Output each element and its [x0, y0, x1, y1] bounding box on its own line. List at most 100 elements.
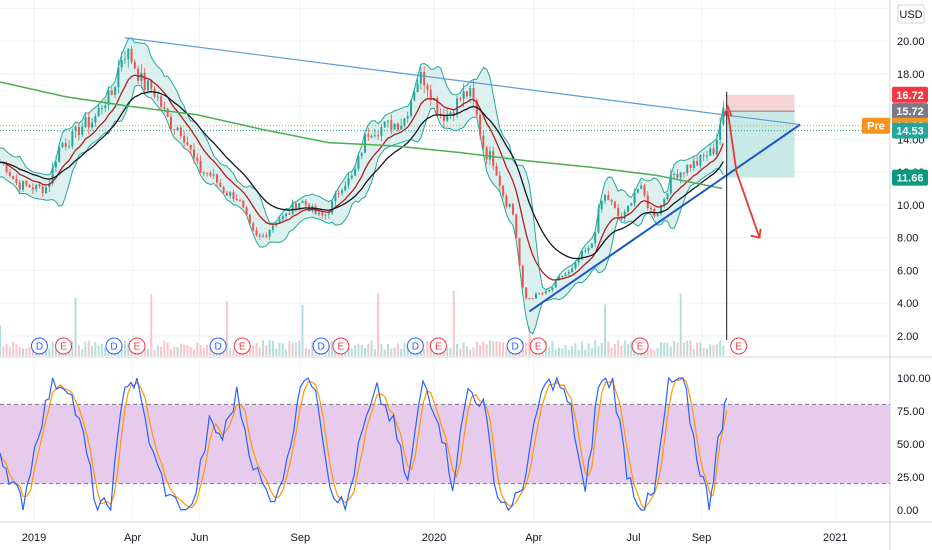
event-label: E: [338, 342, 345, 353]
arrow-peak[interactable]: [723, 104, 733, 117]
time-tick-label: Apr: [124, 532, 141, 544]
candle-body: [186, 142, 189, 145]
earnings-marker[interactable]: E: [730, 337, 748, 355]
volume-bar: [304, 347, 307, 356]
dividend-marker[interactable]: D: [506, 337, 524, 355]
resistance-trendline[interactable]: [124, 37, 801, 126]
volume-bar: [104, 347, 107, 356]
event-label: E: [535, 342, 542, 353]
arrow-head[interactable]: [750, 228, 762, 239]
earnings-marker[interactable]: E: [55, 337, 73, 355]
stoch-axis[interactable]: 0.00 25.00 50.00 75.00 100.00: [897, 373, 931, 517]
volume-bar: [189, 347, 192, 356]
candle-body: [110, 90, 113, 95]
candle-body: [692, 160, 695, 168]
volume-bar: [229, 348, 232, 356]
candle-body: [482, 135, 485, 148]
volume-bar: [347, 347, 350, 356]
candle-body: [120, 60, 123, 68]
candle-body: [41, 186, 44, 194]
volume-bar: [548, 347, 551, 356]
candle-body: [574, 262, 577, 269]
price-tag-value: 16.72: [896, 90, 924, 102]
volume-bar: [705, 348, 708, 356]
volume-bar: [505, 347, 508, 356]
dividend-marker[interactable]: D: [105, 337, 123, 355]
candle-body: [193, 149, 196, 158]
volume-bar: [275, 348, 278, 356]
earnings-marker[interactable]: E: [529, 337, 547, 355]
earnings-marker[interactable]: E: [332, 337, 350, 355]
volume-bar: [271, 340, 274, 356]
volume-bar: [193, 349, 196, 356]
volume-bar: [248, 348, 251, 356]
stoch-d-line: [0, 378, 728, 510]
price-tag-value: 11.66: [897, 173, 924, 185]
candle-body: [600, 200, 603, 209]
candle-body: [206, 172, 209, 174]
candle-body: [597, 208, 600, 233]
price-tag-prefix: Pre: [867, 121, 885, 133]
trendlines[interactable]: [124, 37, 801, 340]
time-axis[interactable]: 2019 Apr Jun Sep 2020 Apr Jul Sep 2021: [22, 532, 848, 544]
volume-bar: [715, 344, 718, 356]
candle-body: [406, 116, 409, 119]
event-circle: [128, 337, 146, 355]
volume-bar: [331, 340, 334, 356]
dividend-marker[interactable]: D: [406, 337, 424, 355]
candle-body: [262, 235, 265, 237]
candle-body: [160, 96, 163, 107]
candle-body: [627, 205, 630, 212]
price-tick-label: 2.00: [897, 331, 918, 343]
volume-bar: [400, 348, 403, 356]
volume-bar: [669, 346, 672, 356]
arrow-line[interactable]: [726, 111, 761, 238]
price-tag-bg: [892, 103, 928, 120]
candle-body: [285, 213, 288, 217]
candle-body: [294, 203, 297, 209]
candle-body: [239, 200, 242, 202]
dividend-marker[interactable]: D: [312, 337, 330, 355]
earnings-marker[interactable]: E: [429, 337, 447, 355]
candle-body: [252, 223, 255, 231]
earnings-marker[interactable]: E: [128, 337, 146, 355]
volume-bar: [380, 343, 383, 356]
currency-badge[interactable]: USD: [897, 4, 925, 24]
support-trendline[interactable]: [528, 123, 801, 313]
earnings-marker[interactable]: E: [631, 337, 649, 355]
volume-bar: [12, 341, 15, 356]
volume-bar: [479, 345, 482, 356]
dividend-marker[interactable]: D: [30, 337, 48, 355]
candle-body: [51, 167, 54, 184]
candle-body: [715, 140, 718, 155]
price-tick-label: 20.00: [897, 36, 925, 48]
candle-body: [554, 280, 557, 288]
event-label: D: [318, 342, 325, 353]
volume-bar: [554, 349, 557, 356]
volume-bar: [51, 341, 54, 356]
volume-bar: [446, 347, 449, 356]
candle-body: [390, 120, 393, 130]
volume-bar: [8, 346, 11, 356]
volume-bar: [406, 345, 409, 356]
dividend-marker[interactable]: D: [209, 337, 227, 355]
candle-body: [22, 181, 25, 190]
price-tick-label: 4.00: [897, 298, 918, 310]
volume-bar: [472, 347, 475, 356]
volume-bar: [722, 345, 725, 356]
candle-body: [400, 125, 403, 130]
volume-bar: [663, 342, 666, 356]
volume-bar: [564, 344, 567, 356]
volume-bar: [623, 340, 626, 356]
volume-bar: [449, 347, 452, 356]
volume-bar: [528, 325, 531, 356]
candle-body: [377, 135, 380, 137]
time-tick-label: 2020: [422, 532, 446, 544]
earnings-marker[interactable]: E: [233, 337, 251, 355]
candle-body: [534, 293, 537, 299]
forecast-arrow[interactable]: [723, 104, 762, 239]
candle-body: [133, 61, 136, 69]
candle-body: [383, 121, 386, 128]
